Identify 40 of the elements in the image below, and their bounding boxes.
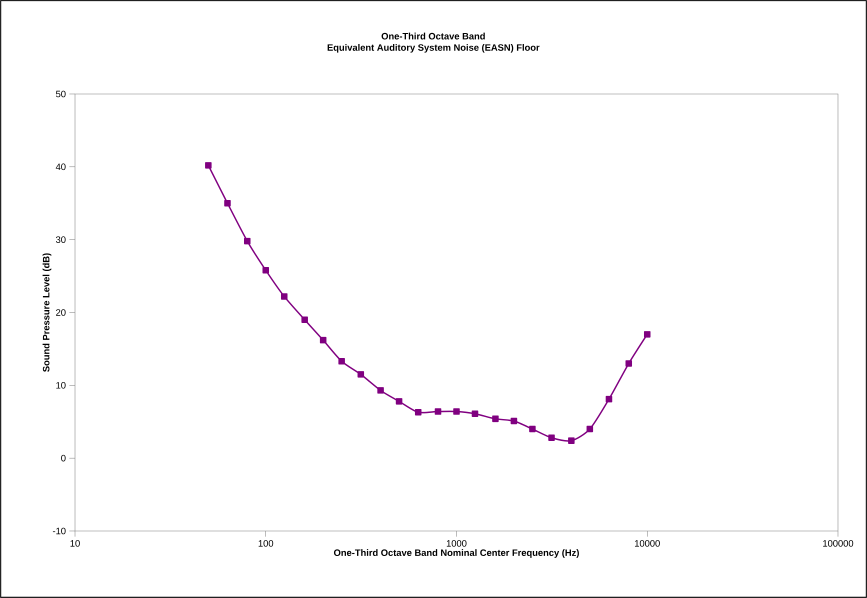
point <box>568 437 575 444</box>
x-tick-label: 10 <box>70 540 80 547</box>
x-tick-label: 100000 <box>823 540 854 547</box>
point <box>377 387 384 394</box>
point <box>510 418 518 424</box>
y-tick-label: 50 <box>56 90 66 98</box>
point <box>396 398 402 405</box>
point <box>586 426 594 432</box>
point <box>414 408 422 416</box>
y-tick-label: 30 <box>56 236 66 243</box>
point <box>529 426 536 432</box>
chart-subtitle: Equivalent Auditory System Noise (EASN) Floor <box>328 44 540 53</box>
point <box>262 266 270 274</box>
y-tick-label: 10 <box>56 382 66 389</box>
point <box>301 316 308 324</box>
chart-title: One-Third Octave Band <box>382 32 485 40</box>
y-tick-label: 0 <box>61 454 66 462</box>
x-tick-label: 100 <box>258 540 274 547</box>
point <box>492 416 499 422</box>
point <box>434 408 442 415</box>
point <box>625 360 632 367</box>
point <box>453 408 460 415</box>
point <box>358 371 364 378</box>
y-tick-label: 40 <box>56 164 66 170</box>
point <box>644 331 651 338</box>
x-axis-title: One-Third Octave Band Nominal Center Frequency (Hz) <box>334 549 579 558</box>
point <box>472 410 478 417</box>
x-tick-label: 1000 <box>446 540 467 547</box>
y-tick-label: -10 <box>52 528 66 534</box>
point <box>224 200 231 207</box>
point <box>338 358 345 365</box>
point <box>548 434 555 442</box>
point <box>280 293 288 300</box>
y-axis-title: Sound Pressure Level (dB) <box>42 253 52 372</box>
x-tick-label: 10000 <box>634 540 660 547</box>
y-tick-label: 20 <box>56 309 66 316</box>
point <box>320 336 326 344</box>
point <box>244 238 251 244</box>
point <box>606 396 612 402</box>
point <box>205 162 212 169</box>
